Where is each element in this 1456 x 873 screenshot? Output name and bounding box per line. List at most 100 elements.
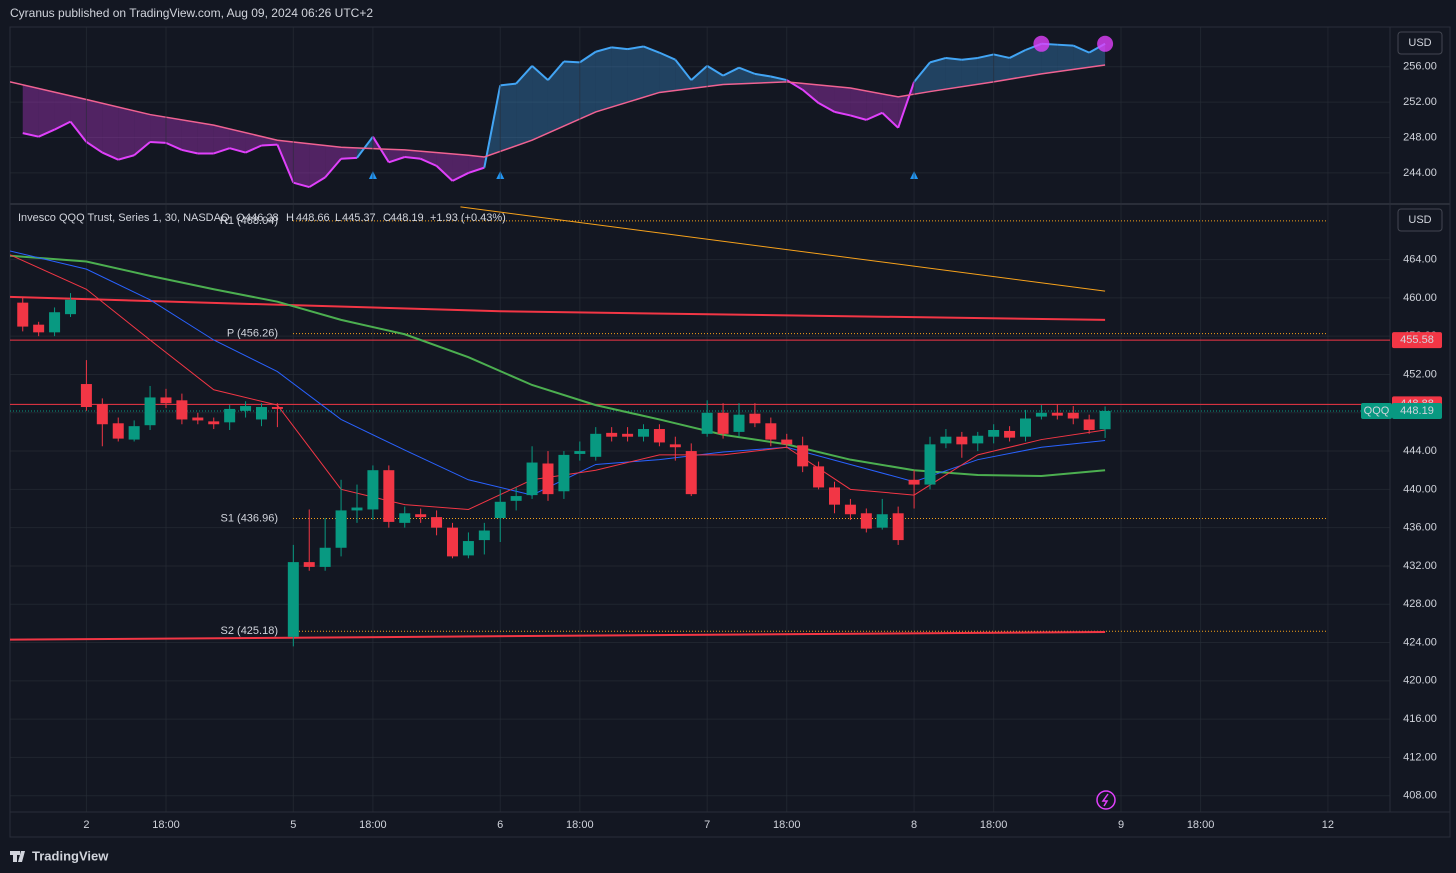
candle-body [80,384,92,408]
band-fill [309,143,326,188]
ma-line [10,631,1106,641]
candle-body [192,417,204,421]
fast-line-segment [165,141,183,151]
symbol-label: QQQ [1364,405,1390,417]
fast-line-segment [515,65,533,85]
band-fill [150,114,166,143]
legend-l-label: L [335,212,341,224]
fast-line-segment [850,114,867,121]
candle-body [542,463,554,495]
candle-body [303,562,315,567]
candle-body [367,470,379,510]
fast-line-segment [818,102,835,113]
axes: 244.00 248.00 252.00 256.00 2 18:00 5 18:00 6 18:… [18,61,1442,831]
band-fill [436,152,453,181]
band-fill [834,86,851,116]
currency-label[interactable]: USD [1408,37,1431,49]
band-fill [993,54,1010,82]
fast-line-segment [500,82,517,87]
fast-line-segment [722,66,740,77]
candle-body [351,507,363,511]
band-fill [723,67,739,85]
y-tick-label: 460.00 [1403,292,1437,304]
fast-line-segment [341,156,358,160]
fast-line-segment [595,46,612,53]
candle-body [399,513,411,523]
legend-close: 448.19 [390,212,424,224]
candle-body [749,413,761,424]
band-fill [516,65,533,146]
alert-icon[interactable] [1096,790,1116,810]
y-tick-label: 256.00 [1403,61,1437,73]
currency-button[interactable] [1397,208,1443,232]
x-tick-label: 18:00 [152,819,180,831]
fast-line-segment [659,51,676,61]
x-tick-label: 12 [1322,819,1334,831]
fast-line-segment [945,56,962,61]
band-fill [930,57,946,92]
x-tick-label: 18:00 [1187,819,1215,831]
fast-line-segment [834,110,851,117]
ma-line [460,206,1106,292]
band-fill [532,65,548,141]
band-fill [54,92,71,130]
candle-body [208,421,220,425]
fast-line-segment [643,45,660,54]
fast-line-segment [293,181,310,189]
band-fill [420,151,437,166]
x-tick-label: 18:00 [980,819,1008,831]
ma-line [10,64,1106,158]
y-tick-label: 436.00 [1403,522,1437,534]
candle-body [924,444,936,485]
band-fill [165,117,182,150]
y-tick-label: 432.00 [1403,560,1437,572]
x-tick-label: 8 [911,819,917,831]
ma-line [10,295,1106,321]
fast-line-segment [420,157,437,167]
candle-body [494,501,506,519]
band-fill [579,51,596,119]
band-fill [181,119,198,154]
candle-body [669,444,681,448]
fast-line-segment [1057,43,1074,47]
candle-body [765,423,777,440]
fast-line-segment [993,53,1010,59]
band-fill [70,95,87,142]
x-tick-label: 9 [1118,819,1124,831]
candle-body [653,429,665,443]
band-fill [229,128,246,153]
indicator-pane [10,27,1390,203]
brand: TradingView [32,848,109,863]
candle-body [287,562,299,637]
fast-line-segment [627,45,644,51]
band-fill [118,107,135,160]
band-fill [325,145,342,178]
candle-body [988,429,1000,437]
chart-frame [9,26,1451,838]
band-fill [293,141,310,188]
fast-line-segment [1009,49,1026,59]
currency-button[interactable] [1397,31,1443,55]
price-label-box [1392,402,1442,419]
price-label: 455.58 [1400,334,1434,346]
legend-high: 448.66 [296,212,330,224]
y-tick-label: 408.00 [1403,790,1437,802]
fast-line-segment [85,141,103,154]
y-tick-label: 424.00 [1403,636,1437,648]
fast-line-segment [324,158,342,179]
price-pane: R1 (468.04) P (456.26) S1 (436.96) S2 (425.… [10,205,1390,812]
band-fill [102,103,119,160]
fast-line-segment [435,165,454,182]
currency-label[interactable]: USD [1408,214,1431,226]
candle-body [844,504,856,515]
candle-body [797,445,809,467]
x-tick-label: 6 [497,819,503,831]
signal-circle [1097,35,1114,52]
candle-body [176,400,188,420]
candle-body [876,514,888,528]
candle-body [781,439,793,445]
candle-body [1083,419,1095,430]
fast-line-segment [276,144,295,184]
fast-line-segment [101,151,119,161]
fast-line-segment [308,176,326,188]
